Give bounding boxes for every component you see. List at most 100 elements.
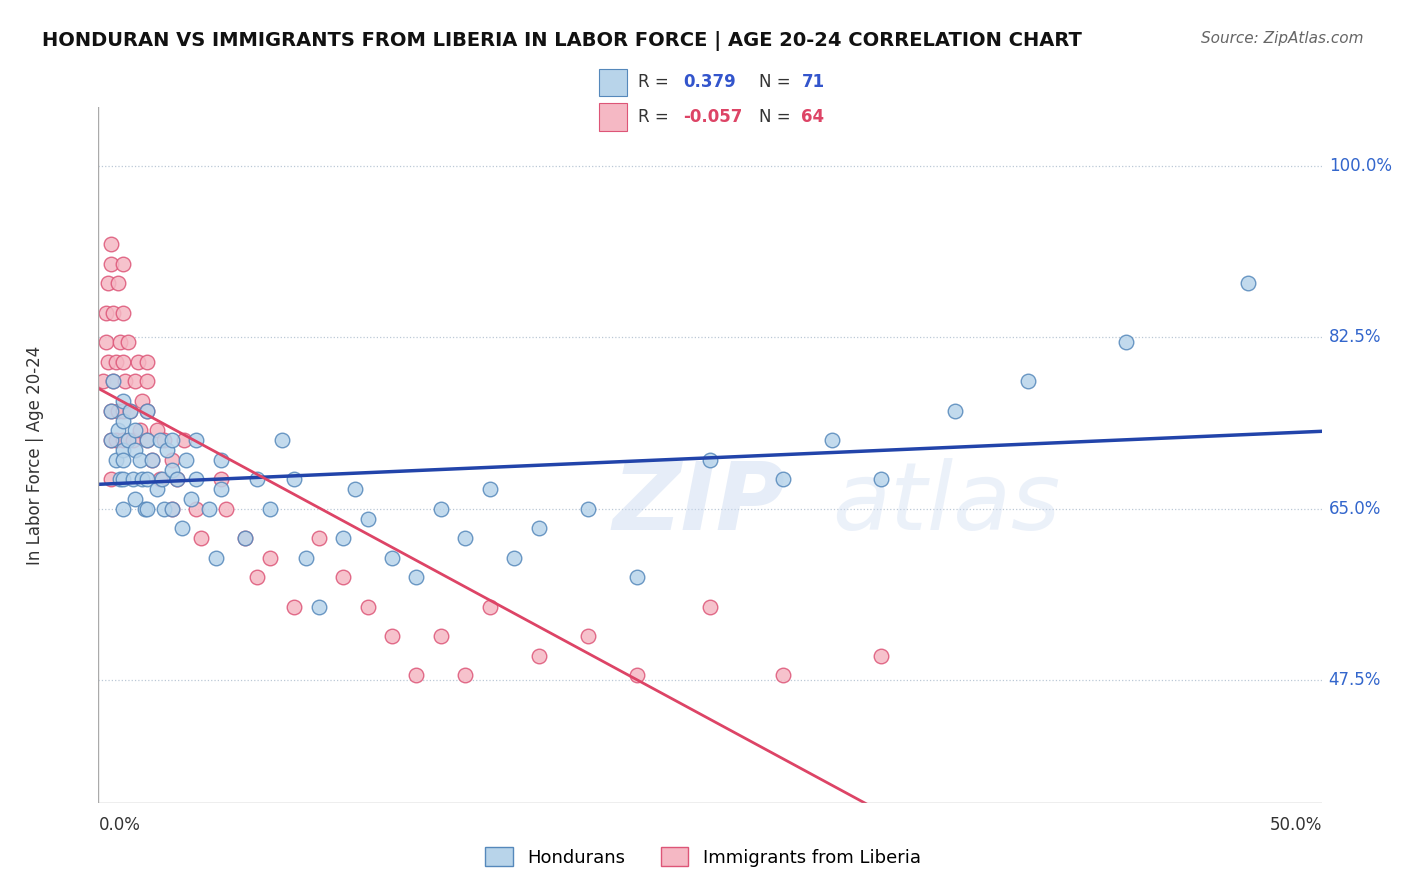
Point	[209, 472, 232, 486]
Text: ZIP: ZIP	[612, 458, 785, 549]
Point	[308, 531, 330, 545]
Point	[180, 491, 202, 506]
Point	[124, 375, 146, 389]
Point	[503, 550, 526, 565]
Point	[308, 599, 330, 614]
Point	[430, 501, 453, 516]
Point	[454, 531, 477, 545]
Point	[131, 472, 153, 486]
Text: N =: N =	[759, 73, 796, 91]
Point	[176, 452, 198, 467]
Point	[146, 482, 169, 496]
Text: -0.057: -0.057	[683, 108, 742, 126]
Point	[283, 599, 305, 614]
Point	[166, 472, 188, 486]
Point	[943, 404, 966, 418]
Point	[381, 550, 404, 565]
Point	[153, 434, 176, 448]
Point	[111, 404, 134, 418]
Point	[100, 434, 122, 448]
Point	[100, 404, 122, 418]
Point	[173, 434, 195, 448]
Point	[626, 570, 648, 584]
Text: 50.0%: 50.0%	[1270, 816, 1322, 834]
Point	[576, 629, 599, 643]
Point	[1237, 277, 1260, 291]
Point	[576, 501, 599, 516]
Point	[1017, 375, 1039, 389]
Point	[136, 472, 159, 486]
Point	[101, 375, 124, 389]
Point	[136, 375, 159, 389]
Text: 65.0%: 65.0%	[1329, 500, 1381, 518]
Text: 64: 64	[801, 108, 824, 126]
Point	[246, 570, 269, 584]
Point	[141, 452, 163, 467]
Point	[136, 434, 159, 448]
Point	[107, 277, 129, 291]
Point	[186, 434, 208, 448]
Point	[111, 355, 134, 369]
Point	[156, 443, 179, 458]
Point	[259, 550, 281, 565]
Point	[111, 472, 134, 486]
Point	[405, 668, 427, 682]
Point	[111, 394, 134, 409]
Bar	[599, 69, 627, 95]
Point	[124, 491, 146, 506]
Point	[356, 511, 378, 525]
Point	[111, 257, 134, 271]
Point	[121, 472, 143, 486]
Point	[94, 335, 117, 350]
Point	[100, 257, 122, 271]
Point	[478, 482, 501, 496]
Point	[233, 531, 256, 545]
Point	[454, 668, 477, 682]
Point	[332, 570, 354, 584]
Point	[295, 550, 318, 565]
Point	[124, 443, 146, 458]
Point	[136, 404, 159, 418]
Point	[131, 394, 153, 409]
Point	[1115, 335, 1137, 350]
Point	[160, 501, 183, 516]
Point	[136, 434, 159, 448]
Point	[127, 355, 149, 369]
Point	[100, 434, 122, 448]
Point	[160, 501, 183, 516]
Point	[134, 501, 156, 516]
Point	[146, 424, 169, 438]
Text: N =: N =	[759, 108, 796, 126]
Point	[136, 501, 159, 516]
Point	[870, 648, 893, 663]
Point	[160, 462, 183, 476]
Point	[699, 452, 721, 467]
Point	[100, 237, 122, 252]
Point	[270, 434, 294, 448]
Point	[166, 472, 188, 486]
Point	[141, 452, 163, 467]
Point	[94, 306, 117, 320]
Point	[120, 404, 142, 418]
Point	[186, 472, 208, 486]
Text: 47.5%: 47.5%	[1329, 672, 1381, 690]
Point	[259, 501, 281, 516]
Point	[91, 375, 114, 389]
Point	[699, 599, 721, 614]
Point	[111, 452, 134, 467]
Point	[97, 277, 120, 291]
Point	[772, 472, 794, 486]
Point	[209, 482, 232, 496]
Point	[214, 501, 236, 516]
Point	[160, 434, 183, 448]
Text: atlas: atlas	[832, 458, 1060, 549]
Point	[160, 452, 183, 467]
Point	[478, 599, 501, 614]
Point	[97, 355, 120, 369]
Text: In Labor Force | Age 20-24: In Labor Force | Age 20-24	[27, 345, 44, 565]
Point	[101, 306, 124, 320]
Point	[104, 434, 127, 448]
Text: 100.0%: 100.0%	[1329, 157, 1392, 175]
Text: HONDURAN VS IMMIGRANTS FROM LIBERIA IN LABOR FORCE | AGE 20-24 CORRELATION CHART: HONDURAN VS IMMIGRANTS FROM LIBERIA IN L…	[42, 31, 1083, 51]
Point	[772, 668, 794, 682]
